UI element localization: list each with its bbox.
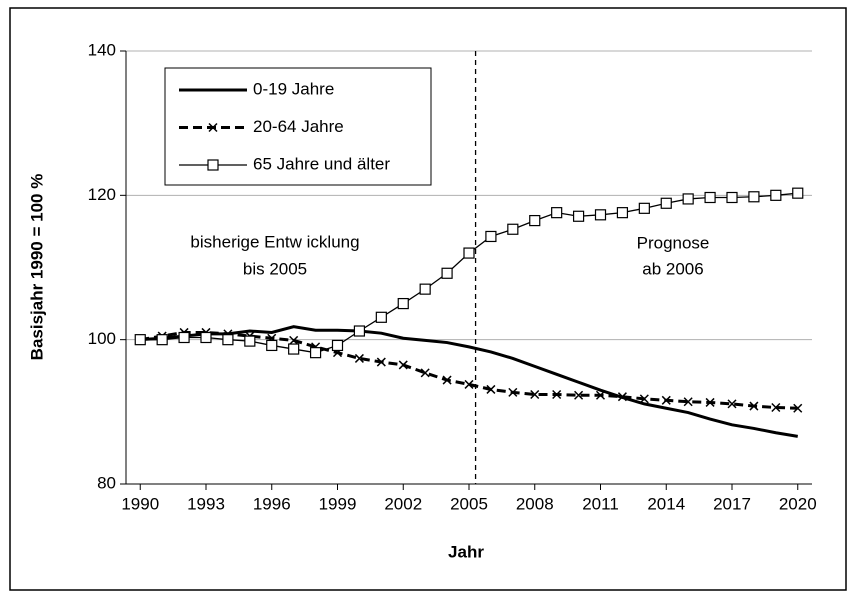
marker-square <box>748 191 760 203</box>
marker-x <box>486 384 496 394</box>
marker-x <box>354 353 364 363</box>
annotation: ab 2006 <box>642 259 703 278</box>
annotation: Prognose <box>637 233 710 252</box>
x-tick-label: 2014 <box>647 494 685 513</box>
marker-square <box>638 202 650 214</box>
annotation: bisherige Entw icklung <box>190 232 359 251</box>
marker-square <box>222 334 234 346</box>
x-tick-label: 1993 <box>187 494 225 513</box>
marker-square <box>726 191 738 204</box>
marker-x <box>442 375 452 385</box>
marker-square <box>266 339 278 352</box>
x-tick-label: 1999 <box>319 494 357 513</box>
marker-square <box>207 159 219 171</box>
marker-square <box>441 267 453 279</box>
x-tick-label: 2011 <box>582 494 619 513</box>
marker-x <box>208 122 218 133</box>
y-tick-label: 100 <box>88 329 116 348</box>
legend-label: 20-64 Jahre <box>253 117 344 136</box>
marker-x <box>617 392 627 402</box>
legend-label: 65 Jahre und älter <box>253 154 390 173</box>
marker-square <box>594 209 607 221</box>
marker-x <box>793 403 803 413</box>
marker-x <box>574 390 584 400</box>
marker-x <box>530 389 540 400</box>
y-axis-label: Basisjahr 1990 = 100 % <box>27 174 46 361</box>
marker-square <box>200 331 212 344</box>
chart-frame <box>9 7 847 591</box>
marker-square <box>244 335 256 347</box>
marker-x <box>289 335 299 345</box>
x-axis-label: Jahr <box>448 542 484 561</box>
marker-x <box>595 390 606 400</box>
x-tick-label: 1990 <box>121 494 159 513</box>
marker-x <box>398 360 408 370</box>
marker-square <box>616 207 629 219</box>
marker-square <box>156 334 168 346</box>
marker-x <box>639 394 649 404</box>
marker-x <box>464 379 474 389</box>
marker-x <box>508 387 518 397</box>
marker-x <box>376 357 386 367</box>
marker-square <box>551 207 563 219</box>
legend-label: 0-19 Jahre <box>253 79 334 98</box>
marker-square <box>397 297 409 310</box>
y-tick-label: 140 <box>88 40 116 59</box>
marker-x <box>727 399 737 409</box>
marker-square <box>507 223 519 235</box>
marker-square <box>704 191 716 204</box>
marker-square <box>463 247 475 259</box>
marker-square <box>309 347 322 359</box>
marker-x <box>705 397 715 407</box>
marker-square <box>792 187 804 199</box>
x-tick-label: 2008 <box>516 494 554 513</box>
x-tick-label: 2017 <box>713 494 751 513</box>
marker-square <box>572 210 585 222</box>
marker-x <box>749 401 759 411</box>
marker-square <box>682 193 694 205</box>
marker-x <box>661 395 671 405</box>
marker-x <box>683 397 693 407</box>
marker-x <box>420 368 430 378</box>
y-tick-label: 80 <box>97 473 116 492</box>
marker-square <box>178 331 190 344</box>
marker-square <box>353 325 366 337</box>
marker-square <box>529 214 541 227</box>
marker-square <box>134 334 146 346</box>
y-tick-label: 120 <box>88 185 116 204</box>
marker-square <box>375 311 387 323</box>
x-tick-label: 2005 <box>450 494 488 513</box>
marker-square <box>485 230 497 243</box>
x-tick-label: 1996 <box>253 494 291 513</box>
marker-square <box>660 197 672 209</box>
series-line <box>140 325 798 438</box>
marker-square <box>419 283 431 295</box>
annotation: bis 2005 <box>243 259 307 278</box>
marker-square <box>288 343 300 355</box>
series-line <box>140 330 798 410</box>
marker-x <box>552 389 562 400</box>
x-tick-label: 2002 <box>384 494 422 513</box>
marker-square <box>331 339 344 352</box>
marker-square <box>770 189 782 201</box>
x-tick-label: 2020 <box>779 494 817 513</box>
marker-x <box>771 402 781 413</box>
